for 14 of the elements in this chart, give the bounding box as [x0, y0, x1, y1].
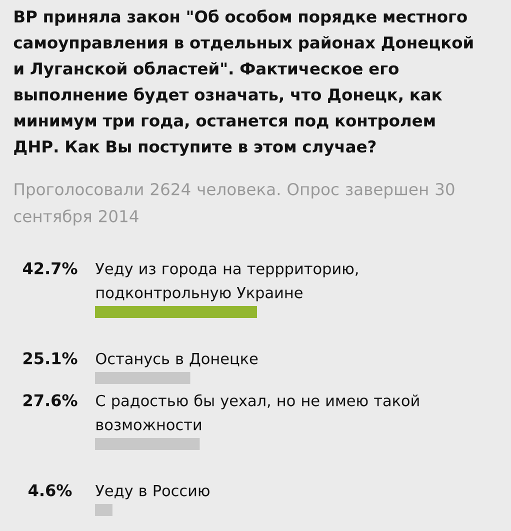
y-tick-label: Уеду в Россию	[95, 485, 210, 500]
bar	[95, 438, 200, 450]
data-label: 4.6%	[28, 484, 72, 496]
y-tick-label: Уеду из города на террриторию, подконтрольную Украине	[95, 263, 358, 302]
bar	[95, 372, 190, 384]
chart-subtitle: Проголосовали 2624 человека. Опрос завершен 30 сентября 2014	[14, 183, 454, 226]
chart-title: ВР приняла закон "Об особом порядке местного самоуправления в отдельных районах Донецкой и Луганской областей". Фактическое его выполнение будет означать, что Донецк, как минимум три года, останется под контролем ДНР. Как Вы поступите в этом случае?	[14, 10, 473, 156]
y-tick-label: С радостью бы уехал, но не имею такой возможности	[96, 394, 419, 430]
data-label: 42.7%	[22, 262, 78, 274]
bar	[95, 306, 258, 318]
bar	[95, 504, 112, 516]
data-label: 25.1%	[24, 352, 78, 364]
data-label: 27.6%	[24, 394, 78, 406]
y-tick-label: Останусь в Донецке	[96, 352, 258, 368]
